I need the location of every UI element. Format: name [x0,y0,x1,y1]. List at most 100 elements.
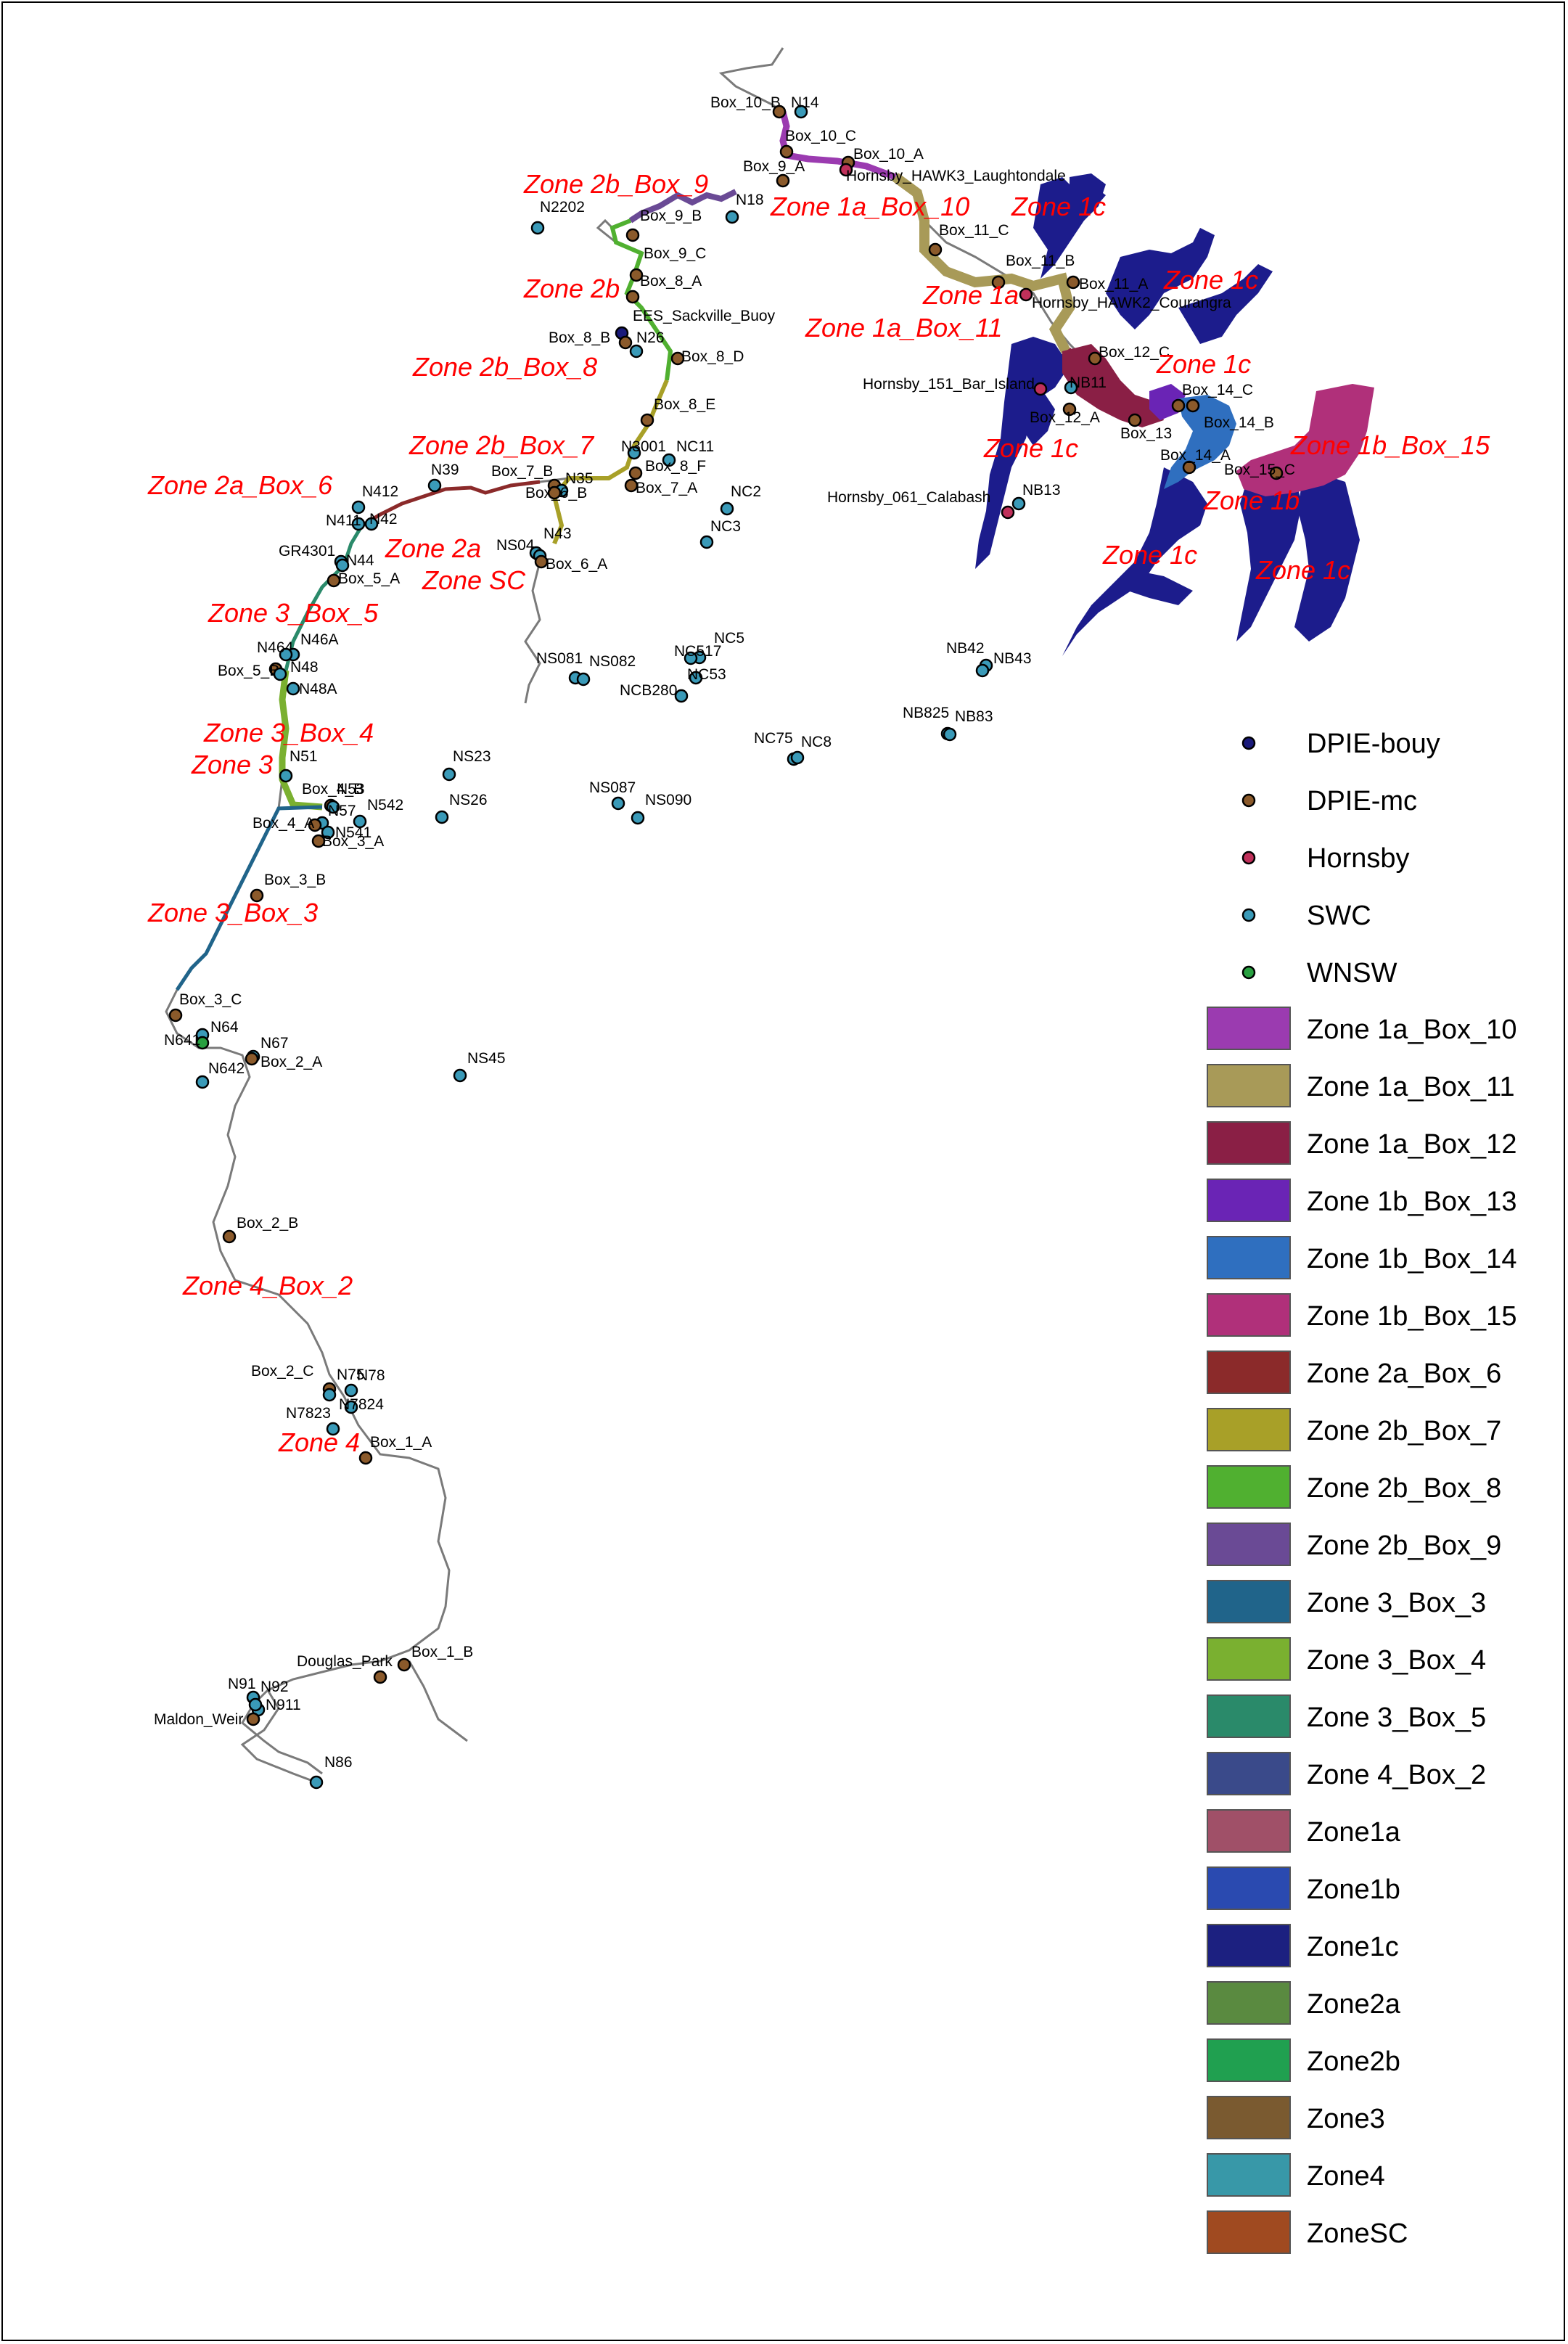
site-marker-ns26[interactable] [435,810,449,824]
site-marker-box-9-c[interactable] [629,268,644,282]
site-label-box-1-b: Box_1_B [411,1644,473,1660]
site-marker-ncb280[interactable] [674,689,689,703]
site-marker-n26[interactable] [629,344,644,358]
site-marker-nc11[interactable] [662,453,676,467]
site-marker-box-5-a[interactable] [327,573,341,588]
site-marker-box-3-c[interactable] [168,1008,183,1023]
zone-label-zone-3-box-4: Zone 3_Box_4 [203,718,374,747]
site-marker-nb11[interactable] [1064,380,1078,395]
site-marker-n7824[interactable] [344,1400,358,1414]
site-marker-n411[interactable] [351,517,366,531]
site-marker-hornsby-hawk2-courangra[interactable] [1019,287,1033,302]
site-marker-n78[interactable] [344,1383,358,1398]
site-marker-box-11-a[interactable] [1066,275,1080,290]
estuary-zone-1c-east [1236,460,1302,642]
site-marker-n86[interactable] [309,1775,324,1790]
site-marker-nc517[interactable] [684,651,698,665]
site-marker-nb83[interactable] [943,727,957,742]
site-marker-box-3-b[interactable] [250,888,264,903]
site-marker-box-8-b[interactable] [618,335,633,350]
site-marker-box-6-a[interactable] [534,554,549,569]
site-marker-box-11-b[interactable] [991,275,1006,290]
site-marker-n542[interactable] [353,814,367,829]
site-label-n53: N53 [337,781,365,798]
site-marker-box-6-b[interactable] [547,485,562,500]
site-marker-box-11-c[interactable] [928,242,943,257]
site-label-box-15-c: Box_15_C [1224,462,1295,478]
site-marker-n641[interactable] [195,1036,210,1050]
site-label-n44: N44 [346,552,374,569]
site-marker-box-2-b[interactable] [222,1229,237,1244]
site-marker-hornsby-061-calabash[interactable] [1001,505,1015,520]
site-label-n911: N911 [266,1697,301,1713]
site-marker-nc53[interactable] [689,671,703,685]
site-marker-n642[interactable] [195,1075,210,1089]
site-marker-hornsby-hawk3-laughtondale[interactable] [839,163,853,177]
site-label-box-2-a: Box_2_A [260,1054,322,1070]
site-marker-box-14-a[interactable] [1182,460,1196,475]
site-marker-n44[interactable] [335,558,350,573]
site-marker-nc3[interactable] [699,535,714,549]
site-marker-box-9-a[interactable] [776,173,790,188]
site-marker-n18[interactable] [725,210,739,224]
legend-label-dpie-mc: DPIE-mc [1307,786,1417,816]
site-marker-n53[interactable] [326,800,340,814]
site-marker-n911[interactable] [248,1697,263,1712]
site-marker-box-15-c[interactable] [1269,466,1284,480]
site-marker-douglas-park[interactable] [373,1670,387,1684]
site-marker-box-13[interactable] [1128,413,1142,427]
site-marker-ns087[interactable] [611,796,625,811]
site-marker-n3001[interactable] [627,446,641,460]
site-marker-maldon-weir[interactable] [246,1712,260,1726]
site-marker-box-12-a[interactable] [1062,402,1077,417]
site-marker-n541[interactable] [321,825,335,840]
site-marker-box-1-b[interactable] [397,1657,411,1672]
site-label-nb83: NB83 [955,708,993,725]
site-marker-n14[interactable] [794,105,808,119]
site-marker-n7823[interactable] [326,1422,340,1436]
site-marker-nb13[interactable] [1011,496,1026,511]
site-marker-n51[interactable] [279,769,293,783]
site-label-gr4301: GR4301 [279,543,335,560]
site-marker-box-4-a[interactable] [308,818,322,832]
site-marker-ns090[interactable] [631,811,645,825]
site-marker-n464[interactable] [279,647,293,662]
site-marker-n412[interactable] [351,500,366,515]
site-marker-box-9-b[interactable] [625,228,640,242]
site-label-ns23: NS23 [453,748,491,765]
site-marker-n48a[interactable] [286,681,300,696]
site-marker-nb43[interactable] [975,663,990,678]
site-marker-nc2[interactable] [720,501,734,516]
site-marker-box-8-f[interactable] [628,466,643,480]
site-label-ns087: NS087 [589,779,636,796]
site-marker-box-10-b[interactable] [772,105,787,119]
site-marker-box-2-a[interactable] [245,1052,259,1066]
site-marker-ns45[interactable] [453,1068,467,1083]
site-marker-nc8[interactable] [790,750,805,765]
site-label-nc5: NC5 [714,630,744,647]
zone-labels-layer: Zone 2b_Box_9 Zone 1a_Box_10 Zone 1c Zone 2… [147,169,1490,1457]
site-marker-box-8-d[interactable] [670,351,685,366]
site-label-ees-sackville-buoy: EES_Sackville_Buoy [633,308,776,324]
site-marker-ns23[interactable] [442,767,456,782]
site-marker-box-1-a[interactable] [358,1451,373,1465]
site-marker-ns082[interactable] [576,672,591,687]
zone-label-zone-1b-box-15: Zone 1b_Box_15 [1290,430,1490,460]
site-marker-n75[interactable] [322,1388,337,1402]
site-marker-box-12-c[interactable] [1088,351,1102,366]
site-marker-box-8-a[interactable] [625,290,640,304]
site-label-box-2-c: Box_2_C [251,1363,313,1380]
legend-label-zone-2a-box-6: Zone 2a_Box_6 [1307,1359,1501,1389]
site-marker-box-8-e[interactable] [640,413,654,427]
site-marker-box-3-a[interactable] [311,834,326,848]
site-marker-n39[interactable] [427,478,442,493]
site-marker-box-14-c[interactable] [1171,398,1186,413]
site-marker-box-14-b[interactable] [1186,398,1200,413]
site-label-ns04: NS04 [496,537,535,554]
site-marker-box-10-c[interactable] [779,144,794,159]
site-marker-n2202[interactable] [530,221,545,235]
site-marker-n48[interactable] [273,667,287,681]
site-marker-hornsby-151-bar-island[interactable] [1033,382,1048,396]
site-marker-box-7-a[interactable] [624,478,639,493]
site-marker-n42[interactable] [364,517,379,531]
